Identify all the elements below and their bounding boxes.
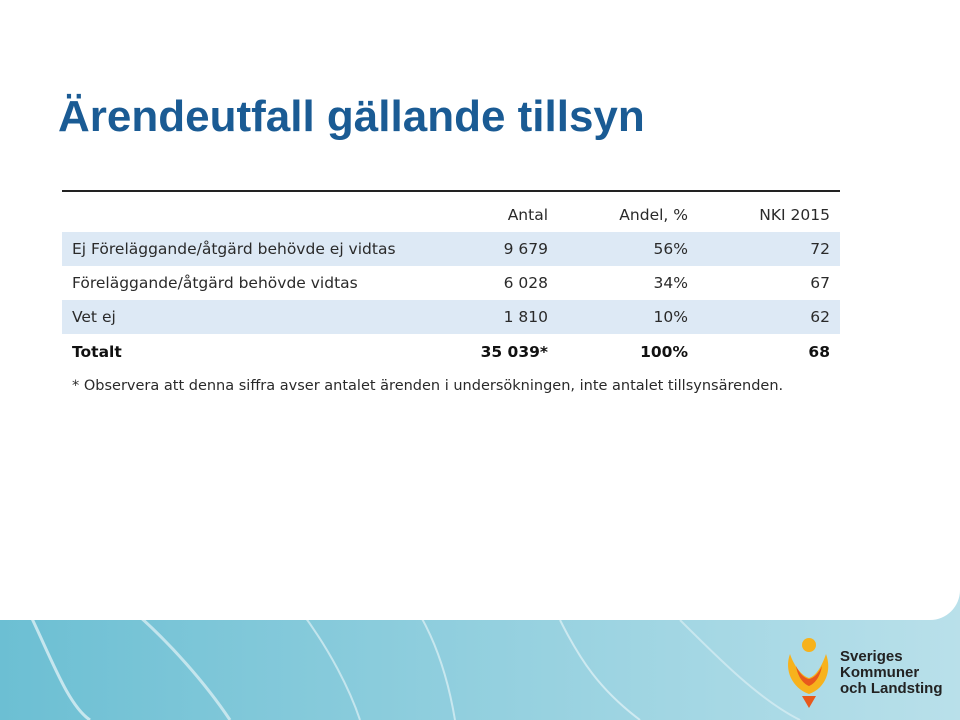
row-nki: 67 (810, 274, 830, 292)
row-andel: 10% (653, 308, 688, 326)
slide-title: Ärendeutfall gällande tillsyn (58, 92, 645, 141)
table-header-row: Antal Andel, % NKI 2015 (62, 198, 840, 232)
header-andel: Andel, % (619, 206, 688, 224)
table-total-row: Totalt 35 039* 100% 68 (62, 335, 840, 369)
table-row: Föreläggande/åtgärd behövde vidtas 6 028… (62, 266, 840, 300)
row-antal: 1 810 (503, 308, 548, 326)
skl-logo: Sveriges Kommuner och Landsting (782, 636, 952, 708)
row-nki: 62 (810, 308, 830, 326)
total-andel: 100% (640, 343, 688, 361)
row-label: Vet ej (72, 308, 116, 326)
row-andel: 56% (653, 240, 688, 258)
row-label: Ej Föreläggande/åtgärd behövde ej vidtas (72, 240, 396, 258)
header-nki: NKI 2015 (759, 206, 830, 224)
table-top-rule (62, 190, 840, 192)
row-andel: 34% (653, 274, 688, 292)
total-label: Totalt (72, 343, 122, 361)
row-antal: 9 679 (503, 240, 548, 258)
table-row: Vet ej 1 810 10% 62 (62, 300, 840, 334)
header-antal: Antal (507, 206, 548, 224)
row-nki: 72 (810, 240, 830, 258)
skl-logo-icon (788, 638, 829, 708)
table-row: Ej Föreläggande/åtgärd behövde ej vidtas… (62, 232, 840, 266)
logo-line-3: och Landsting (840, 680, 943, 697)
footnote: * Observera att denna siffra avser antal… (72, 378, 784, 394)
logo-line-2: Kommuner (840, 664, 920, 681)
logo-line-1: Sveriges (840, 648, 903, 665)
row-label: Föreläggande/åtgärd behövde vidtas (72, 274, 358, 292)
row-antal: 6 028 (503, 274, 548, 292)
total-nki: 68 (808, 343, 830, 361)
total-antal: 35 039* (480, 343, 548, 361)
slide-card: Ärendeutfall gällande tillsyn Antal Ande… (0, 0, 960, 620)
